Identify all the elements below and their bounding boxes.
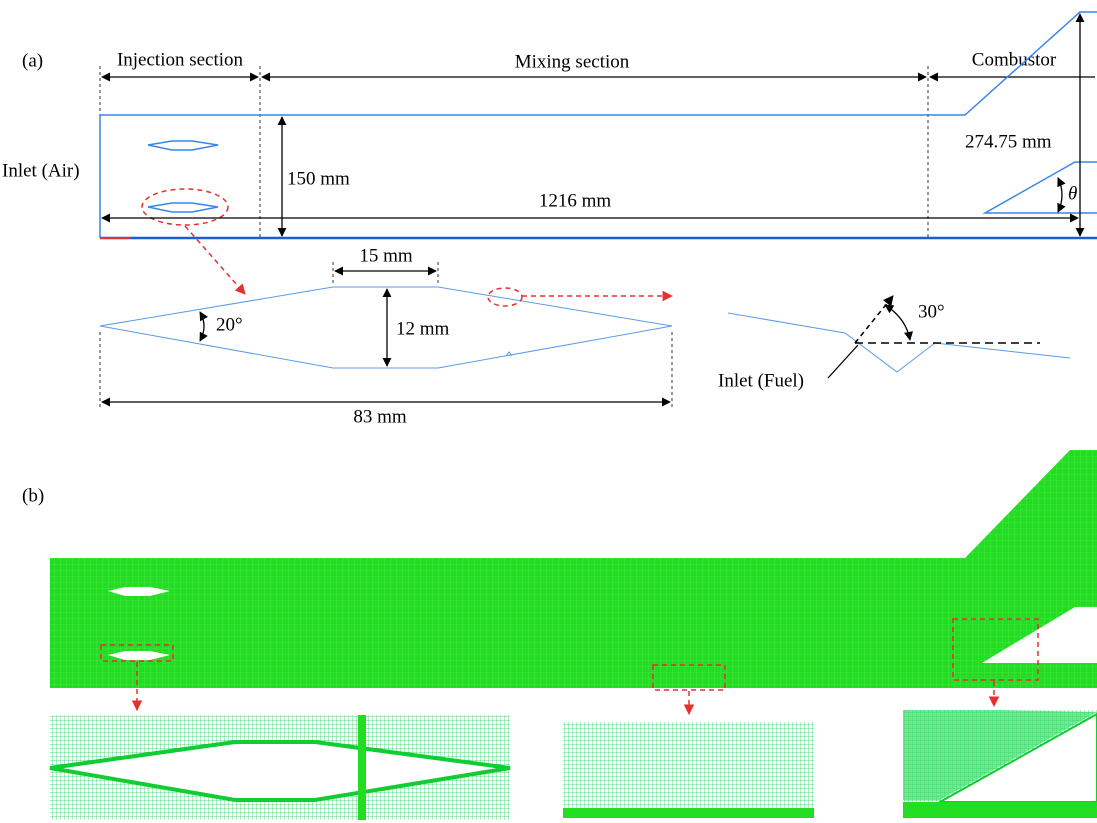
dimension-label: 274.75 mm — [965, 131, 1052, 152]
mesh-zoom — [563, 722, 814, 818]
angle-arc — [1058, 178, 1062, 212]
panel-label: (b) — [22, 485, 44, 506]
dimension-label: 1216 mm — [539, 190, 612, 211]
inlet-label: Inlet (Air) — [2, 160, 80, 181]
mesh-refinement — [358, 715, 366, 820]
injection-direction — [855, 296, 893, 343]
leader-line — [828, 345, 858, 378]
section-label: Mixing section — [515, 51, 630, 72]
dimension-label: 83 mm — [353, 406, 407, 427]
panel-b: (b) — [22, 450, 1097, 820]
mesh-refinement — [563, 808, 814, 818]
injector — [148, 141, 218, 150]
zoom-arrow — [185, 226, 245, 294]
dimension-label: 150 mm — [287, 168, 350, 189]
highlight — [488, 288, 522, 306]
angle-arc — [200, 312, 204, 341]
panel-a: (a) Injection section Mixing section Com… — [2, 12, 1097, 427]
panel-label: (a) — [22, 50, 43, 71]
injector-detail — [100, 287, 672, 368]
mesh-domain — [50, 450, 1097, 688]
angle-label: 30° — [918, 301, 945, 322]
inlet-label: Inlet (Fuel) — [718, 370, 804, 391]
dimension-label: 15 mm — [359, 245, 413, 266]
dimension-label: 12 mm — [396, 318, 450, 339]
injector — [148, 203, 218, 212]
section-label: Combustor — [972, 49, 1057, 70]
section-label: Injection section — [117, 49, 244, 70]
angle-label: 20° — [216, 314, 243, 335]
mesh-refinement — [903, 802, 1097, 818]
angle-label: θ — [1068, 183, 1077, 204]
figure: (a) Injection section Mixing section Com… — [0, 0, 1097, 823]
angle-arc — [885, 305, 910, 340]
